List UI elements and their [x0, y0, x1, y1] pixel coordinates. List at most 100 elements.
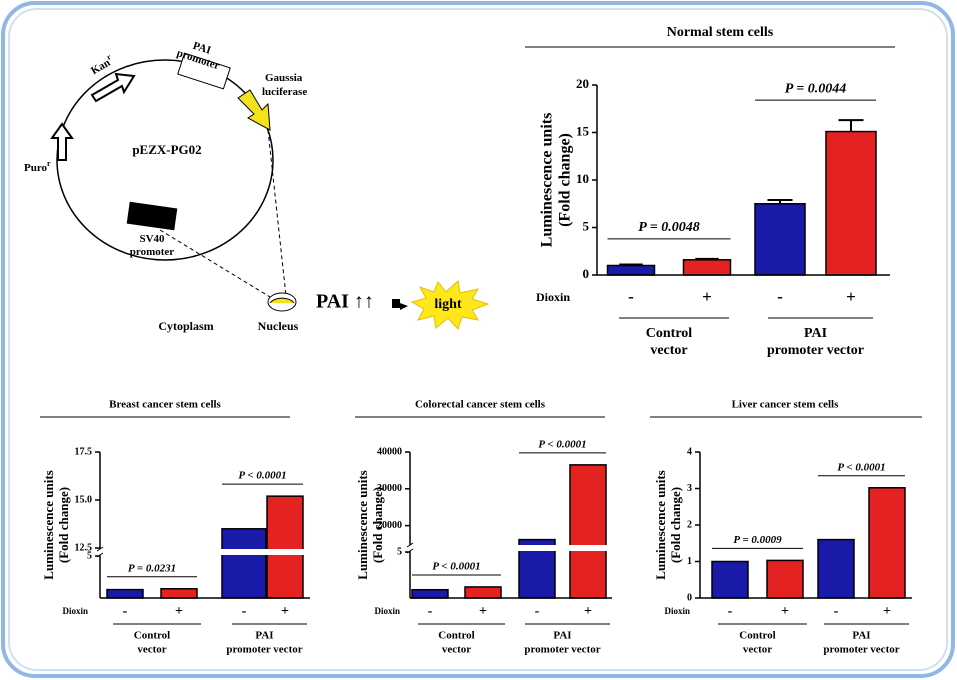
row-label: Dioxin [374, 606, 400, 616]
category-label: + [584, 604, 592, 619]
p-value: P < 0.0001 [837, 461, 885, 473]
p-value: P < 0.0001 [538, 438, 586, 450]
break-mark [406, 542, 414, 548]
y-axis-label: Luminescence units [41, 470, 56, 579]
break-mark [96, 546, 104, 552]
y-tick-label: 5 [397, 546, 402, 557]
category-label: - [628, 287, 634, 306]
row-label: Dioxin [664, 606, 690, 616]
y-tick-label: 12.5 [75, 542, 93, 553]
group-label: Control [134, 630, 170, 642]
label-sup: r [105, 52, 113, 62]
nucleus-inner [269, 297, 295, 304]
bar [221, 528, 267, 599]
cytoplasm-label: Cytoplasm [158, 319, 213, 333]
category-label: + [175, 604, 183, 619]
label-sup: r [47, 159, 51, 168]
label-line: PAI [192, 39, 213, 56]
y-axis-label: (Fold change) [668, 487, 683, 563]
label-line: Gaussia [265, 72, 303, 84]
bar [817, 538, 855, 599]
category-label: + [281, 604, 289, 619]
y-tick-label: 5 [87, 550, 92, 561]
category-label: - [728, 604, 733, 619]
y-tick-label: 20 [576, 76, 589, 91]
bar [569, 464, 607, 599]
gaussia-label: Gaussia luciferase [262, 72, 307, 98]
group-label: promoter vector [226, 644, 302, 656]
label-text: Puro [24, 162, 48, 174]
bar [825, 130, 877, 276]
pai-up-label: PAI ↑↑ [316, 291, 374, 313]
group-label: PAI [255, 630, 273, 642]
kan-arrow [90, 72, 136, 103]
category-label: + [702, 287, 712, 306]
group-label: vector [650, 343, 687, 358]
chart-title: Normal stem cells [667, 25, 774, 40]
light-burst [410, 280, 490, 330]
bar [411, 588, 449, 599]
p-value: P = 0.0009 [733, 534, 782, 546]
y-tick-label: 0 [583, 266, 590, 281]
group-label: promoter vector [524, 644, 600, 656]
y-axis-label: Luminescence units [539, 113, 556, 248]
chart-title: Colorectal cancer stem cells [415, 399, 546, 411]
group-label: PAI [804, 326, 827, 341]
bar [766, 559, 804, 599]
bar [754, 203, 806, 276]
category-label: - [777, 287, 783, 306]
category-label: - [242, 604, 247, 619]
group-label: Control [438, 630, 474, 642]
sv40-box [126, 201, 178, 231]
pai-promoter-box [177, 52, 231, 90]
light-label: light [434, 297, 462, 312]
category-label: + [479, 604, 487, 619]
group-label: promoter vector [767, 343, 864, 358]
nucleus-label: Nucleus [258, 319, 299, 333]
row-label: Dioxin [62, 606, 88, 616]
y-tick-label: 17.5 [75, 446, 93, 457]
p-value: P = 0.0048 [638, 220, 700, 235]
y-tick-label: 0 [687, 592, 692, 603]
bar [606, 264, 656, 276]
p-value: P < 0.0001 [238, 470, 286, 482]
y-tick-label: 30000 [377, 483, 402, 494]
frame-inner [8, 8, 948, 671]
bar [464, 586, 502, 599]
group-label: promoter vector [823, 644, 899, 656]
plasmid-diagram: PAIpromoter Kanr Puror Gaussia luciferase… [24, 39, 490, 333]
bar [682, 259, 732, 276]
row-label: Dioxin [536, 290, 570, 304]
label-line: luciferase [262, 86, 307, 98]
y-tick-label: 5 [583, 218, 590, 233]
group-label: PAI [553, 630, 571, 642]
label-line: SV40 [139, 233, 165, 245]
axis-break-gap [402, 545, 612, 551]
y-tick-label: 20000 [377, 520, 402, 531]
y-axis-label: (Fold change) [370, 487, 385, 563]
p-value: P = 0.0231 [128, 562, 176, 574]
break-mark [406, 548, 414, 554]
y-tick-label: 10 [576, 171, 589, 186]
y-tick-label: 40000 [377, 446, 402, 457]
category-label: + [883, 604, 891, 619]
p-value: P = 0.0044 [785, 81, 847, 96]
group-label: vector [743, 644, 772, 656]
y-tick-label: 15.0 [75, 494, 93, 505]
label-line: promoter [130, 246, 175, 258]
category-label: - [428, 604, 433, 619]
group-label: vector [442, 644, 471, 656]
chart-title: Liver cancer stem cells [732, 399, 840, 411]
axis-break-gap [92, 549, 310, 555]
group-label: PAI [852, 630, 870, 642]
bar [711, 560, 749, 599]
y-axis-label: (Fold change) [56, 487, 71, 563]
puro-label: Puror [24, 159, 51, 174]
y-axis-label: (Fold change) [557, 133, 574, 227]
gaussia-arrow [237, 89, 271, 131]
puro-arrow [50, 122, 74, 161]
sv40-label: SV40 promoter [130, 233, 175, 258]
bar [160, 588, 198, 599]
